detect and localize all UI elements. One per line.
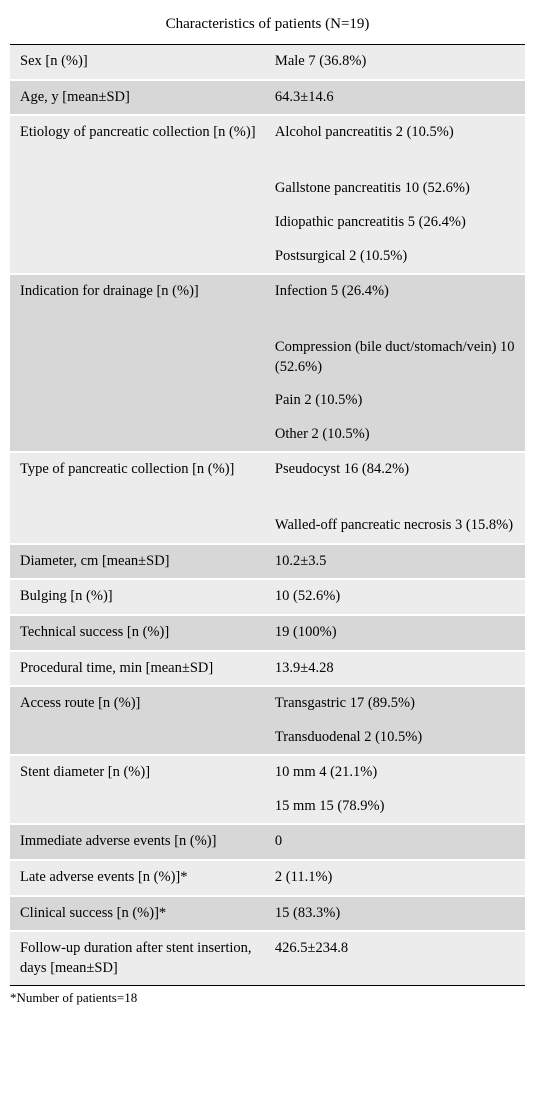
row-label <box>10 240 265 274</box>
row-label: Indication for drainage [n (%)] <box>10 275 265 331</box>
row-value: 64.3±14.6 <box>265 81 525 115</box>
table-row: 15 mm 15 (78.9%) <box>10 790 525 824</box>
table-row: Postsurgical 2 (10.5%) <box>10 240 525 274</box>
table-row: Pain 2 (10.5%) <box>10 384 525 418</box>
row-value: 2 (11.1%) <box>265 861 525 895</box>
row-label: Clinical success [n (%)]* <box>10 897 265 931</box>
row-label: Immediate adverse events [n (%)] <box>10 825 265 859</box>
row-label <box>10 384 265 418</box>
table-row: Follow-up duration after stent insertion… <box>10 932 525 985</box>
row-value: Pain 2 (10.5%) <box>265 384 525 418</box>
row-value: 19 (100%) <box>265 616 525 650</box>
row-value: Infection 5 (26.4%) <box>265 275 525 331</box>
row-value: Transgastric 17 (89.5%) <box>265 687 525 721</box>
row-value: Other 2 (10.5%) <box>265 418 525 452</box>
row-value: Idiopathic pancreatitis 5 (26.4%) <box>265 206 525 240</box>
row-label <box>10 206 265 240</box>
table-row: Procedural time, min [mean±SD]13.9±4.28 <box>10 652 525 686</box>
row-value: Postsurgical 2 (10.5%) <box>265 240 525 274</box>
row-label <box>10 418 265 452</box>
row-value: 10 (52.6%) <box>265 580 525 614</box>
table-row: Type of pancreatic collection [n (%)]Pse… <box>10 453 525 509</box>
row-label: Bulging [n (%)] <box>10 580 265 614</box>
row-value: 10 mm 4 (21.1%) <box>265 756 525 790</box>
table-row: Diameter, cm [mean±SD]10.2±3.5 <box>10 545 525 579</box>
table-row: Late adverse events [n (%)]*2 (11.1%) <box>10 861 525 895</box>
row-label: Late adverse events [n (%)]* <box>10 861 265 895</box>
table-row: Idiopathic pancreatitis 5 (26.4%) <box>10 206 525 240</box>
row-value: 15 (83.3%) <box>265 897 525 931</box>
row-label: Stent diameter [n (%)] <box>10 756 265 790</box>
table-row: Etiology of pancreatic collection [n (%)… <box>10 116 525 172</box>
table-footnote: *Number of patients=18 <box>10 986 525 1007</box>
row-label: Follow-up duration after stent insertion… <box>10 932 265 985</box>
table-row: Sex [n (%)]Male 7 (36.8%) <box>10 45 525 79</box>
table-row: Age, y [mean±SD]64.3±14.6 <box>10 81 525 115</box>
table-row: Walled-off pancreatic necrosis 3 (15.8%) <box>10 509 525 543</box>
row-label <box>10 509 265 543</box>
row-value: 15 mm 15 (78.9%) <box>265 790 525 824</box>
row-label <box>10 172 265 206</box>
table-title: Characteristics of patients (N=19) <box>10 8 525 44</box>
row-label: Type of pancreatic collection [n (%)] <box>10 453 265 509</box>
row-value: 10.2±3.5 <box>265 545 525 579</box>
row-label: Etiology of pancreatic collection [n (%)… <box>10 116 265 172</box>
row-value: Gallstone pancreatitis 10 (52.6%) <box>265 172 525 206</box>
row-value: 13.9±4.28 <box>265 652 525 686</box>
table-row: Clinical success [n (%)]*15 (83.3%) <box>10 897 525 931</box>
table-row: Bulging [n (%)]10 (52.6%) <box>10 580 525 614</box>
row-label: Sex [n (%)] <box>10 45 265 79</box>
table-row: Technical success [n (%)]19 (100%) <box>10 616 525 650</box>
patient-table: Sex [n (%)]Male 7 (36.8%)Age, y [mean±SD… <box>10 44 525 986</box>
row-label: Diameter, cm [mean±SD] <box>10 545 265 579</box>
table-row: Gallstone pancreatitis 10 (52.6%) <box>10 172 525 206</box>
row-label: Access route [n (%)] <box>10 687 265 721</box>
table-row: Access route [n (%)]Transgastric 17 (89.… <box>10 687 525 721</box>
table-row: Other 2 (10.5%) <box>10 418 525 452</box>
row-value: 426.5±234.8 <box>265 932 525 985</box>
row-value: Male 7 (36.8%) <box>265 45 525 79</box>
table-row: Transduodenal 2 (10.5%) <box>10 721 525 755</box>
row-label <box>10 790 265 824</box>
row-label: Technical success [n (%)] <box>10 616 265 650</box>
table-row: Immediate adverse events [n (%)]0 <box>10 825 525 859</box>
row-value: Alcohol pancreatitis 2 (10.5%) <box>265 116 525 172</box>
row-label <box>10 721 265 755</box>
row-label: Age, y [mean±SD] <box>10 81 265 115</box>
row-value: Compression (bile duct/stomach/vein) 10 … <box>265 331 525 384</box>
table-row: Stent diameter [n (%)]10 mm 4 (21.1%) <box>10 756 525 790</box>
row-value: 0 <box>265 825 525 859</box>
row-label: Procedural time, min [mean±SD] <box>10 652 265 686</box>
table-row: Indication for drainage [n (%)]Infection… <box>10 275 525 331</box>
row-value: Walled-off pancreatic necrosis 3 (15.8%) <box>265 509 525 543</box>
row-label <box>10 331 265 384</box>
row-value: Pseudocyst 16 (84.2%) <box>265 453 525 509</box>
row-value: Transduodenal 2 (10.5%) <box>265 721 525 755</box>
table-row: Compression (bile duct/stomach/vein) 10 … <box>10 331 525 384</box>
